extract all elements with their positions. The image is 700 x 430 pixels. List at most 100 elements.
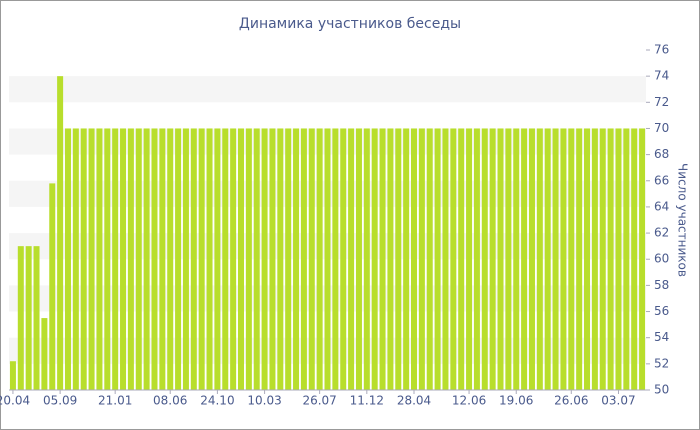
y-tick-label: 74 <box>654 69 669 83</box>
bar <box>379 128 386 390</box>
bar <box>387 128 394 390</box>
bar <box>261 128 268 390</box>
bar <box>112 128 119 390</box>
bar <box>505 128 512 390</box>
bar <box>568 128 575 390</box>
bar <box>41 318 48 390</box>
bar <box>190 128 197 390</box>
bar <box>599 128 606 390</box>
bar <box>442 128 449 390</box>
y-tick-label: 68 <box>654 147 669 161</box>
x-tick-label: 11.12 <box>350 394 384 408</box>
x-tick-label: 26.06 <box>554 394 588 408</box>
bar <box>222 128 229 390</box>
bar <box>363 128 370 390</box>
bar <box>458 128 465 390</box>
bar <box>308 128 315 390</box>
bar <box>623 128 630 390</box>
grid-band <box>9 76 646 103</box>
bar <box>64 128 71 390</box>
x-tick-label: 24.10 <box>200 394 234 408</box>
bar <box>214 128 221 390</box>
bar <box>57 76 64 391</box>
bar <box>230 128 237 390</box>
bar <box>9 361 16 390</box>
bar <box>591 128 598 390</box>
x-tick-label: 05.09 <box>43 394 77 408</box>
bar <box>120 128 127 390</box>
bar <box>340 128 347 390</box>
bar <box>528 128 535 390</box>
bar <box>182 128 189 390</box>
bar <box>33 246 40 390</box>
bar <box>300 128 307 390</box>
bar <box>293 128 300 390</box>
y-tick-label: 76 <box>654 43 669 57</box>
bar <box>450 128 457 390</box>
bar <box>25 246 32 390</box>
bar <box>552 128 559 390</box>
bar <box>403 128 410 390</box>
bar <box>253 128 260 390</box>
bar <box>584 128 591 390</box>
x-tick-label: 21.01 <box>98 394 132 408</box>
bar <box>489 128 496 390</box>
x-tick-label: 20.04 <box>0 394 30 408</box>
bar <box>135 128 142 390</box>
bar <box>639 128 646 390</box>
bar <box>143 128 150 390</box>
bar <box>49 183 56 390</box>
bar <box>544 128 551 390</box>
bar <box>521 128 528 390</box>
y-tick-label: 56 <box>654 304 669 318</box>
bar <box>395 128 402 390</box>
bar <box>17 246 24 390</box>
y-tick-label: 70 <box>654 121 669 135</box>
bar <box>560 128 567 390</box>
y-axis-label: Число участников <box>676 163 690 277</box>
y-tick-label: 72 <box>654 95 669 109</box>
x-tick-label: 19.06 <box>499 394 533 408</box>
bar <box>348 128 355 390</box>
bar <box>607 128 614 390</box>
bar <box>473 128 480 390</box>
bar <box>434 128 441 390</box>
bar <box>324 128 331 390</box>
y-tick-label: 60 <box>654 252 669 266</box>
bar <box>411 128 418 390</box>
bar <box>198 128 205 390</box>
bar <box>576 128 583 390</box>
bar <box>277 128 284 390</box>
bar <box>316 128 323 390</box>
bar <box>269 128 276 390</box>
y-tick-label: 54 <box>654 330 669 344</box>
y-tick-label: 58 <box>654 278 669 292</box>
x-tick-label: 10.03 <box>247 394 281 408</box>
bar <box>481 128 488 390</box>
bar <box>96 128 103 390</box>
bar <box>536 128 543 390</box>
x-tick-label: 03.07 <box>601 394 635 408</box>
bar <box>355 128 362 390</box>
y-tick-label: 52 <box>654 356 669 370</box>
bar <box>615 128 622 390</box>
x-tick-label: 28.04 <box>397 394 431 408</box>
bar <box>237 128 244 390</box>
bar <box>88 128 95 390</box>
bar <box>418 128 425 390</box>
y-tick-label: 64 <box>654 199 669 213</box>
bar <box>332 128 339 390</box>
bar <box>285 128 292 390</box>
x-tick-label: 26.07 <box>302 394 336 408</box>
bar <box>631 128 638 390</box>
bar <box>151 128 158 390</box>
y-tick-label: 62 <box>654 226 669 240</box>
x-tick-label: 08.06 <box>153 394 187 408</box>
bar <box>371 128 378 390</box>
bar <box>426 128 433 390</box>
bar <box>206 128 213 390</box>
bar <box>104 128 111 390</box>
bar <box>245 128 252 390</box>
bar <box>72 128 79 390</box>
